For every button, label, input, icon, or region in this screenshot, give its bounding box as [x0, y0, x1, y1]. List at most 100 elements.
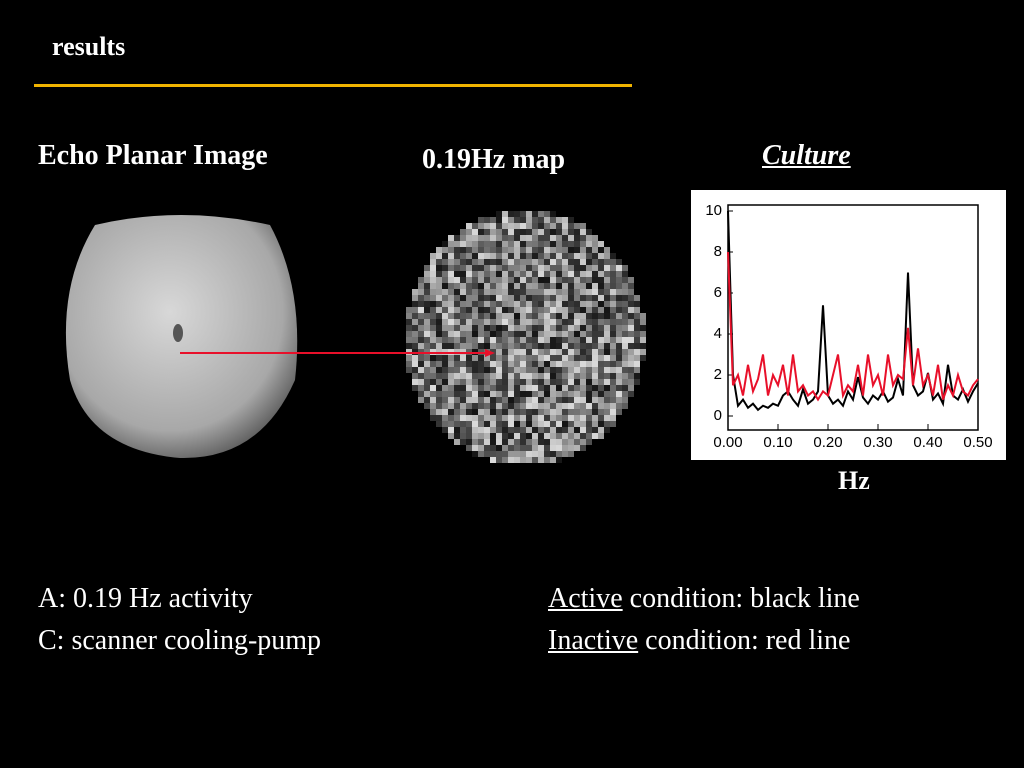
pixel [616, 259, 622, 265]
pixel [544, 241, 550, 247]
pixel [418, 367, 424, 373]
pixel [544, 229, 550, 235]
pixel [622, 313, 628, 319]
pixel [514, 223, 520, 229]
pixel [526, 361, 532, 367]
pixel [508, 235, 514, 241]
pixel [562, 367, 568, 373]
pixel [520, 433, 526, 439]
pixel [544, 253, 550, 259]
pixel [550, 277, 556, 283]
pixel [490, 277, 496, 283]
pixel [550, 211, 556, 217]
pixel [604, 289, 610, 295]
pixel [514, 349, 520, 355]
pixel [484, 445, 490, 451]
pixel [496, 223, 502, 229]
pixel [598, 325, 604, 331]
pixel [454, 439, 460, 445]
pixel [466, 331, 472, 337]
pixel [442, 301, 448, 307]
pixel [502, 421, 508, 427]
pixel [502, 301, 508, 307]
pixel [598, 253, 604, 259]
pixel [412, 301, 418, 307]
pixel [532, 313, 538, 319]
pixel [532, 301, 538, 307]
pixel [532, 349, 538, 355]
images [65, 211, 646, 463]
pixel [592, 277, 598, 283]
slide-title: results [52, 32, 126, 61]
pixel [604, 397, 610, 403]
pixel [472, 229, 478, 235]
pixel [526, 391, 532, 397]
pixel [436, 283, 442, 289]
pixel [490, 223, 496, 229]
pixel [562, 223, 568, 229]
pixel [466, 355, 472, 361]
pixel [448, 307, 454, 313]
pixel [484, 421, 490, 427]
pixel [586, 241, 592, 247]
pixel [604, 373, 610, 379]
pixel [544, 373, 550, 379]
pixel [478, 391, 484, 397]
pixel [538, 409, 544, 415]
pixel [472, 343, 478, 349]
pixel [562, 319, 568, 325]
pixel [592, 349, 598, 355]
pixel [460, 391, 466, 397]
pixel [466, 415, 472, 421]
pixel [604, 415, 610, 421]
annotation: C [900, 236, 925, 273]
pixel [442, 295, 448, 301]
pixel [454, 415, 460, 421]
pixel [478, 319, 484, 325]
pixel [532, 223, 538, 229]
pixel [466, 391, 472, 397]
pixel [544, 409, 550, 415]
pixel [490, 445, 496, 451]
pixel [442, 277, 448, 283]
pixel [550, 289, 556, 295]
pixel [502, 325, 508, 331]
pixel [598, 415, 604, 421]
pixel [568, 343, 574, 349]
pixel [526, 409, 532, 415]
pixel [556, 451, 562, 457]
pixel [424, 373, 430, 379]
pixel [454, 265, 460, 271]
pixel [478, 235, 484, 241]
pixel [430, 259, 436, 265]
pixel [598, 307, 604, 313]
pixel [514, 229, 520, 235]
pixel [424, 337, 430, 343]
pixel [436, 367, 442, 373]
pixel [490, 457, 496, 463]
pixel [490, 283, 496, 289]
pixel [610, 331, 616, 337]
pixel [556, 259, 562, 265]
pixel [502, 283, 508, 289]
pixel [544, 391, 550, 397]
pixel [562, 445, 568, 451]
pixel [466, 283, 472, 289]
chart-bg [691, 190, 1006, 460]
pixel [586, 295, 592, 301]
pixel [610, 337, 616, 343]
pixel [418, 313, 424, 319]
pixel [508, 397, 514, 403]
pixel [496, 331, 502, 337]
pixel [538, 379, 544, 385]
pixel [460, 397, 466, 403]
pixel [472, 295, 478, 301]
pixel [592, 325, 598, 331]
pixel [544, 421, 550, 427]
pixel [622, 355, 628, 361]
pixel [508, 265, 514, 271]
pixel [466, 379, 472, 385]
pixel [544, 313, 550, 319]
pixel [454, 361, 460, 367]
pixel [436, 325, 442, 331]
